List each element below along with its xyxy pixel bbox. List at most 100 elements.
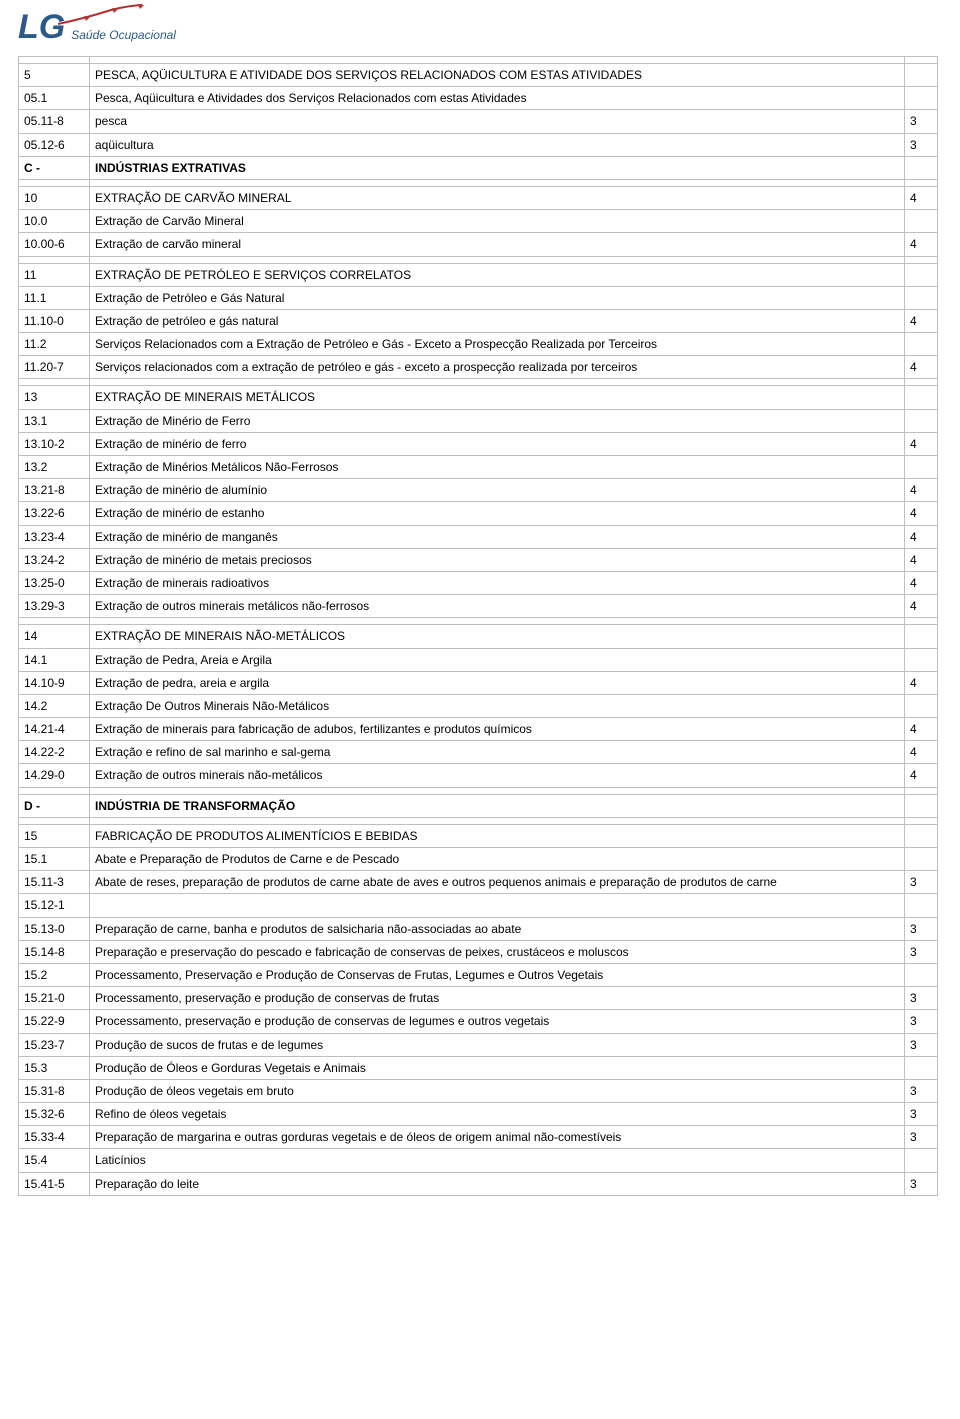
table-row: 15.12-1 <box>19 894 938 917</box>
risk-cell <box>905 379 938 386</box>
code-cell: 15.4 <box>19 1149 90 1172</box>
table-row <box>19 787 938 794</box>
code-cell: 11.1 <box>19 286 90 309</box>
risk-cell <box>905 817 938 824</box>
risk-cell: 4 <box>905 502 938 525</box>
description-cell: Extração de minério de manganês <box>90 525 905 548</box>
code-cell: 13 <box>19 386 90 409</box>
table-row: 13.10-2Extração de minério de ferro4 <box>19 432 938 455</box>
code-cell: 13.1 <box>19 409 90 432</box>
description-cell: Laticínios <box>90 1149 905 1172</box>
code-cell: 15.31-8 <box>19 1079 90 1102</box>
description-cell <box>90 179 905 186</box>
code-cell: 15.11-3 <box>19 871 90 894</box>
table-row: 15.13-0Preparação de carne, banha e prod… <box>19 917 938 940</box>
risk-cell: 4 <box>905 718 938 741</box>
code-cell: 13.23-4 <box>19 525 90 548</box>
description-cell: EXTRAÇÃO DE CARVÃO MINERAL <box>90 186 905 209</box>
logo-mark: LG <box>18 10 65 44</box>
table-row: 11EXTRAÇÃO DE PETRÓLEO E SERVIÇOS CORREL… <box>19 263 938 286</box>
table-row: 05.11-8pesca3 <box>19 110 938 133</box>
table-row: 13.23-4Extração de minério de manganês4 <box>19 525 938 548</box>
table-row: 15FABRICAÇÃO DE PRODUTOS ALIMENTÍCIOS E … <box>19 824 938 847</box>
description-cell: Extração De Outros Minerais Não-Metálico… <box>90 694 905 717</box>
table-row: 05.1Pesca, Aqüicultura e Atividades dos … <box>19 87 938 110</box>
code-cell <box>19 618 90 625</box>
risk-cell: 3 <box>905 1172 938 1195</box>
code-cell: 14.21-4 <box>19 718 90 741</box>
table-row: 14.1Extração de Pedra, Areia e Argila <box>19 648 938 671</box>
table-row: 13.29-3Extração de outros minerais metál… <box>19 595 938 618</box>
description-cell <box>90 379 905 386</box>
risk-cell <box>905 694 938 717</box>
table-row: 10EXTRAÇÃO DE CARVÃO MINERAL4 <box>19 186 938 209</box>
description-cell: Extração de Pedra, Areia e Argila <box>90 648 905 671</box>
table-row: 14.22-2Extração e refino de sal marinho … <box>19 741 938 764</box>
risk-cell: 4 <box>905 548 938 571</box>
code-cell: 15.3 <box>19 1056 90 1079</box>
code-cell <box>19 787 90 794</box>
table-row: 14.2Extração De Outros Minerais Não-Metá… <box>19 694 938 717</box>
code-cell: 05.12-6 <box>19 133 90 156</box>
code-cell: 14.2 <box>19 694 90 717</box>
table-row: 14EXTRAÇÃO DE MINERAIS NÃO-METÁLICOS <box>19 625 938 648</box>
table-row: 15.21-0Processamento, preservação e prod… <box>19 987 938 1010</box>
table-row: 11.20-7Serviços relacionados com a extra… <box>19 356 938 379</box>
table-row: 15.32-6Refino de óleos vegetais3 <box>19 1103 938 1126</box>
code-cell: 05.11-8 <box>19 110 90 133</box>
risk-cell <box>905 156 938 179</box>
table-row: 11.1Extração de Petróleo e Gás Natural <box>19 286 938 309</box>
description-cell: FABRICAÇÃO DE PRODUTOS ALIMENTÍCIOS E BE… <box>90 824 905 847</box>
code-cell: D - <box>19 794 90 817</box>
code-cell: 14.1 <box>19 648 90 671</box>
code-cell: 15.23-7 <box>19 1033 90 1056</box>
code-cell: 15 <box>19 824 90 847</box>
code-cell <box>19 817 90 824</box>
risk-cell: 4 <box>905 595 938 618</box>
risk-cell <box>905 409 938 432</box>
risk-cell <box>905 824 938 847</box>
description-cell: Processamento, Preservação e Produção de… <box>90 963 905 986</box>
table-row: C -INDÚSTRIAS EXTRATIVAS <box>19 156 938 179</box>
table-row <box>19 379 938 386</box>
description-cell: Extração de petróleo e gás natural <box>90 309 905 332</box>
code-cell: 5 <box>19 64 90 87</box>
description-cell: Extração de Carvão Mineral <box>90 210 905 233</box>
table-row: 14.10-9Extração de pedra, areia e argila… <box>19 671 938 694</box>
description-cell: Produção de sucos de frutas e de legumes <box>90 1033 905 1056</box>
risk-cell <box>905 456 938 479</box>
description-cell: INDÚSTRIA DE TRANSFORMAÇÃO <box>90 794 905 817</box>
code-cell: 14.29-0 <box>19 764 90 787</box>
table-row: 15.11-3Abate de reses, preparação de pro… <box>19 871 938 894</box>
description-cell: Processamento, preservação e produção de… <box>90 987 905 1010</box>
table-row: 15.3Produção de Óleos e Gorduras Vegetai… <box>19 1056 938 1079</box>
table-row: 15.33-4Preparação de margarina e outras … <box>19 1126 938 1149</box>
description-cell <box>90 787 905 794</box>
table-row: 13.25-0Extração de minerais radioativos4 <box>19 571 938 594</box>
description-cell: Processamento, preservação e produção de… <box>90 1010 905 1033</box>
code-cell: 15.41-5 <box>19 1172 90 1195</box>
risk-cell: 3 <box>905 917 938 940</box>
description-cell: Preparação de carne, banha e produtos de… <box>90 917 905 940</box>
description-cell: Abate e Preparação de Produtos de Carne … <box>90 848 905 871</box>
code-cell: 15.33-4 <box>19 1126 90 1149</box>
description-cell: INDÚSTRIAS EXTRATIVAS <box>90 156 905 179</box>
risk-cell: 4 <box>905 479 938 502</box>
description-cell: Preparação e preservação do pescado e fa… <box>90 940 905 963</box>
table-row: 05.12-6aqüicultura3 <box>19 133 938 156</box>
description-cell: Serviços Relacionados com a Extração de … <box>90 333 905 356</box>
table-row <box>19 179 938 186</box>
risk-cell: 3 <box>905 1079 938 1102</box>
risk-cell: 4 <box>905 356 938 379</box>
risk-cell <box>905 1056 938 1079</box>
risk-cell: 4 <box>905 764 938 787</box>
code-cell: 15.14-8 <box>19 940 90 963</box>
risk-cell: 4 <box>905 233 938 256</box>
risk-cell <box>905 210 938 233</box>
table-row: 10.0Extração de Carvão Mineral <box>19 210 938 233</box>
table-row <box>19 57 938 64</box>
risk-cell: 4 <box>905 186 938 209</box>
risk-cell: 3 <box>905 940 938 963</box>
risk-cell <box>905 263 938 286</box>
code-cell: 13.21-8 <box>19 479 90 502</box>
